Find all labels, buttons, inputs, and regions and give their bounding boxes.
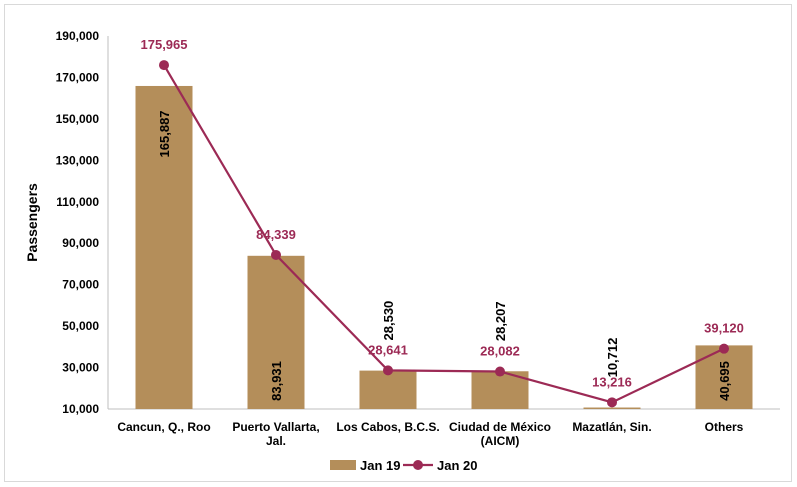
bar-data-label: 10,712 <box>605 338 620 378</box>
y-axis-title: Passengers <box>24 183 40 262</box>
x-tick-label: Mazatlán, Sin. <box>572 420 651 434</box>
bar-data-label: 28,207 <box>493 301 508 341</box>
bar-data-label: 165,887 <box>157 110 172 157</box>
point-jan20 <box>159 60 169 71</box>
x-tick-label: Ciudad de México <box>449 420 551 434</box>
y-tick-label: 90,000 <box>62 236 99 250</box>
bar-data-label: 40,695 <box>717 361 732 401</box>
chart-frame <box>4 4 792 482</box>
x-tick-label: Others <box>705 420 744 434</box>
y-tick-label: 10,000 <box>62 402 99 416</box>
y-tick-label: 110,000 <box>56 195 99 209</box>
legend-swatch-jan19 <box>330 460 356 470</box>
point-jan20 <box>383 365 393 376</box>
x-tick-label: Puerto Vallarta, <box>232 420 319 434</box>
x-tick-label: (AICM) <box>481 434 520 448</box>
x-tick-label: Cancun, Q., Roo <box>117 420 210 434</box>
bar-jan19 <box>583 407 641 410</box>
point-jan20 <box>719 343 729 354</box>
line-data-label: 28,641 <box>368 342 408 357</box>
bar-jan19 <box>695 345 753 409</box>
bar-jan19 <box>135 85 193 409</box>
y-tick-label: 70,000 <box>62 278 99 292</box>
y-tick-label: 150,000 <box>56 112 100 126</box>
point-jan20 <box>271 249 281 260</box>
line-data-label: 13,216 <box>592 374 632 389</box>
point-jan20 <box>495 366 505 377</box>
bar-jan19 <box>247 255 305 409</box>
line-data-label: 84,339 <box>256 227 296 242</box>
bar-jan19 <box>359 370 417 409</box>
line-data-label: 175,965 <box>141 37 188 52</box>
y-tick-label: 170,000 <box>56 70 100 84</box>
point-jan20 <box>607 397 617 408</box>
y-tick-label: 130,000 <box>56 153 100 167</box>
line-jan20 <box>163 64 725 404</box>
line-data-label: 28,082 <box>480 344 520 359</box>
legend-label-jan19: Jan 19 <box>360 458 400 473</box>
y-tick-label: 50,000 <box>62 319 99 333</box>
y-tick-label: 190,000 <box>56 29 100 43</box>
bar-data-label: 83,931 <box>269 361 284 401</box>
x-tick-label: Jal. <box>266 434 286 448</box>
line-data-label: 39,120 <box>704 321 744 336</box>
x-tick-label: Los Cabos, B.C.S. <box>336 420 439 434</box>
legend-label-jan20: Jan 20 <box>437 458 477 473</box>
bar-data-label: 28,530 <box>381 301 396 341</box>
y-tick-label: 30,000 <box>62 361 99 375</box>
legend-marker-jan20 <box>413 460 423 470</box>
